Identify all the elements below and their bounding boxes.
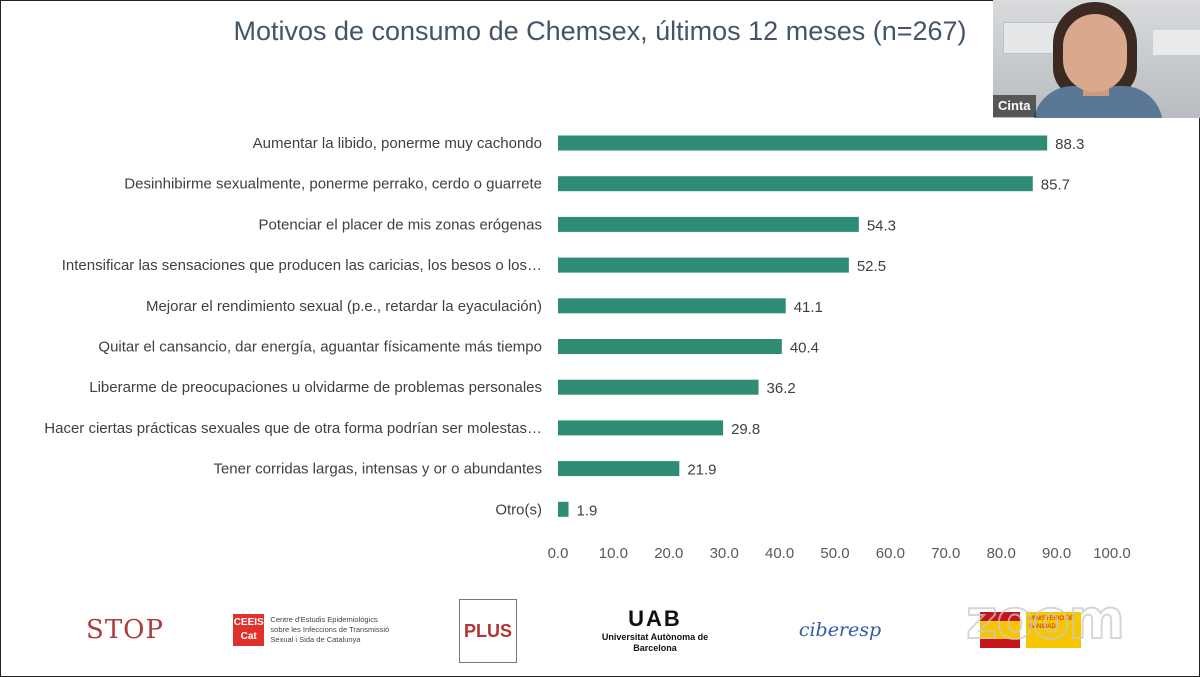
value-label: 36.2 bbox=[767, 380, 796, 397]
uab-mark: UAB bbox=[628, 606, 682, 631]
x-tick-label: 20.0 bbox=[654, 545, 683, 562]
x-tick-label: 0.0 bbox=[548, 545, 569, 562]
ciberesp-logo: ciberesp bbox=[798, 619, 882, 641]
bar bbox=[558, 135, 1048, 151]
category-label: Tener corridas largas, intensas y or o a… bbox=[213, 461, 542, 478]
value-label: 54.3 bbox=[867, 217, 896, 234]
bar bbox=[558, 257, 849, 273]
participant-video[interactable]: Cinta bbox=[993, 0, 1200, 118]
category-label: Desinhibirme sexualmente, ponerme perrak… bbox=[124, 176, 542, 193]
bar bbox=[558, 216, 859, 232]
bar-chart: Aumentar la libido, ponerme muy cachondo… bbox=[44, 135, 1131, 562]
category-label: Potenciar el placer de mis zonas erógena… bbox=[259, 216, 543, 233]
zoom-watermark: zoom bbox=[965, 587, 1126, 652]
participant-name-tag: Cinta bbox=[993, 95, 1036, 117]
ceeis-cat-logo: CEEIS Cat Centre d'Estudis Epidemiològic… bbox=[233, 595, 398, 665]
chart-title: Motivos de consumo de Chemsex, últimos 1… bbox=[233, 16, 967, 46]
value-label: 85.7 bbox=[1041, 177, 1070, 194]
sponsor-logos: STOP CEEIS Cat Centre d'Estudis Epidemio… bbox=[0, 595, 1200, 670]
bar bbox=[558, 501, 569, 517]
value-label: 52.5 bbox=[857, 258, 886, 275]
value-label: 21.9 bbox=[687, 462, 716, 479]
x-tick-label: 40.0 bbox=[765, 545, 794, 562]
value-label: 41.1 bbox=[794, 299, 823, 316]
x-tick-label: 30.0 bbox=[710, 545, 739, 562]
category-label: Otro(s) bbox=[495, 501, 542, 518]
ceeis-cat-text: Centre d'Estudis Epidemiològics sobre le… bbox=[270, 615, 390, 644]
category-label: Liberarme de preocupaciones u olvidarme … bbox=[89, 379, 542, 396]
video-shelf bbox=[1153, 30, 1200, 55]
ceeis-cat-mark: CEEIS Cat bbox=[233, 614, 265, 646]
x-tick-label: 10.0 bbox=[599, 545, 628, 562]
ministry-badge: MINISTERIO DE SANIDAD bbox=[1026, 612, 1081, 648]
x-tick-label: 70.0 bbox=[931, 545, 960, 562]
x-tick-label: 60.0 bbox=[876, 545, 905, 562]
x-tick-label: 80.0 bbox=[987, 545, 1016, 562]
bar bbox=[558, 461, 680, 477]
x-tick-label: 90.0 bbox=[1042, 545, 1071, 562]
bar bbox=[558, 420, 724, 436]
bar bbox=[558, 379, 759, 395]
stop-sida-logo: STOP bbox=[86, 615, 164, 645]
spain-coat-of-arms-icon bbox=[980, 612, 1020, 648]
bar bbox=[558, 176, 1033, 192]
x-tick-label: 100.0 bbox=[1093, 545, 1131, 562]
x-tick-label: 50.0 bbox=[820, 545, 849, 562]
uab-logo: UAB Universitat Autònoma de Barcelona bbox=[600, 595, 710, 665]
category-label: Mejorar el rendimiento sexual (p.e., ret… bbox=[146, 298, 542, 315]
participant-face bbox=[1063, 14, 1127, 92]
value-label: 1.9 bbox=[577, 502, 598, 519]
category-label: Aumentar la libido, ponerme muy cachondo bbox=[253, 135, 542, 152]
value-label: 29.8 bbox=[731, 421, 760, 438]
category-label: Hacer ciertas prácticas sexuales que de … bbox=[44, 420, 542, 437]
ministerio-sanidad-logo: MINISTERIO DE SANIDAD bbox=[980, 595, 1150, 665]
plus-logo: PLUS bbox=[459, 599, 517, 663]
category-label: Intensificar las sensaciones que produce… bbox=[62, 257, 542, 274]
value-label: 40.4 bbox=[790, 340, 819, 357]
category-label: Quitar el cansancio, dar energía, aguant… bbox=[98, 339, 542, 356]
uab-name: Universitat Autònoma de Barcelona bbox=[601, 632, 709, 653]
value-label: 88.3 bbox=[1055, 136, 1084, 153]
bar bbox=[558, 339, 782, 354]
bar bbox=[558, 298, 786, 314]
